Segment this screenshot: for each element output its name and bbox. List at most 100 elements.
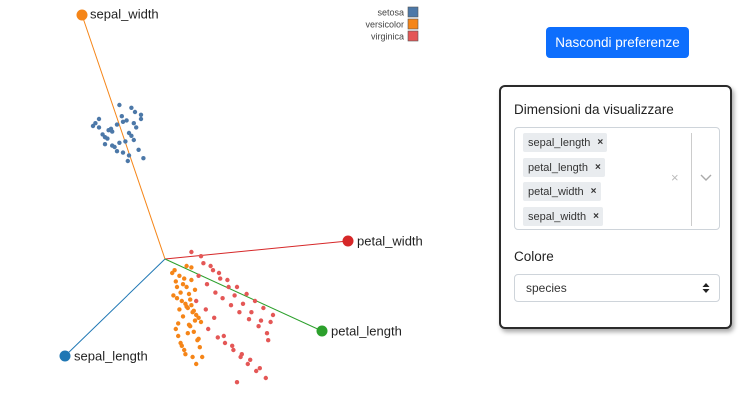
point-virginica <box>252 298 258 304</box>
dimension-tag-label: sepal_length <box>528 136 591 149</box>
point-virginica <box>201 261 206 266</box>
dimension-tag: petal_length × <box>523 158 605 177</box>
point-setosa <box>129 105 134 111</box>
point-setosa <box>141 156 146 161</box>
point-virginica <box>221 333 226 339</box>
data-points <box>90 102 276 385</box>
projection-axes: sepal_width petal_width petal_length sepal_… <box>59 6 423 363</box>
clear-all-icon[interactable]: × <box>671 170 679 185</box>
point-virginica <box>245 361 250 367</box>
dimension-tag-label: sepal_width <box>528 210 587 223</box>
point-versicolor <box>190 354 195 360</box>
point-virginica <box>234 380 240 385</box>
point-virginica <box>212 315 217 320</box>
point-setosa <box>96 125 102 130</box>
point-virginica <box>204 282 210 287</box>
point-versicolor <box>171 293 176 298</box>
remove-tag-icon[interactable]: × <box>593 211 599 222</box>
axis-line-petal_width <box>164 240 349 260</box>
point-versicolor <box>196 336 201 341</box>
divider <box>691 133 692 226</box>
point-versicolor <box>192 318 198 323</box>
point-virginica <box>258 318 264 323</box>
hide-preferences-button[interactable]: Nascondi preferenze <box>546 27 689 58</box>
point-versicolor <box>197 345 202 350</box>
point-setosa <box>136 147 141 152</box>
point-versicolor <box>184 263 189 269</box>
point-versicolor <box>191 329 196 334</box>
point-setosa <box>126 153 132 158</box>
point-virginica <box>218 276 223 281</box>
axis-label-sepal_width: sepal_width <box>90 6 159 21</box>
point-virginica <box>189 249 194 255</box>
point-versicolor <box>176 321 181 326</box>
point-setosa <box>110 129 115 134</box>
point-versicolor <box>189 277 194 283</box>
point-setosa <box>93 121 98 126</box>
point-virginica <box>230 343 235 348</box>
point-virginica <box>263 375 268 381</box>
point-virginica <box>266 338 271 343</box>
dimensions-multiselect[interactable]: sepal_length × petal_length × petal_widt… <box>514 127 720 230</box>
axis-handle-sepal_length[interactable] <box>59 350 71 362</box>
point-setosa <box>138 116 144 122</box>
axis-handle-sepal_width[interactable] <box>76 9 88 21</box>
point-versicolor <box>174 284 180 290</box>
point-versicolor <box>173 326 178 332</box>
point-virginica <box>257 366 262 371</box>
remove-tag-icon[interactable]: × <box>590 186 597 197</box>
point-virginica <box>216 270 222 276</box>
point-setosa <box>114 122 120 127</box>
color-select-value: species <box>526 281 567 295</box>
point-virginica <box>220 296 225 301</box>
point-setosa <box>114 149 120 154</box>
point-versicolor <box>178 290 183 295</box>
legend-label: virginica <box>371 31 404 41</box>
dimension-tag-label: petal_length <box>528 161 588 174</box>
remove-tag-icon[interactable]: × <box>594 162 601 173</box>
point-setosa <box>125 158 130 164</box>
point-virginica <box>194 298 199 304</box>
legend-swatch <box>407 18 419 30</box>
legend: setosa versicolor virginica <box>365 6 419 41</box>
point-versicolor <box>184 284 189 290</box>
point-virginica <box>225 277 230 283</box>
biplot: setosa versicolor virginica sepal_widthpet… <box>59 6 423 385</box>
point-virginica <box>270 312 276 318</box>
axis-line-sepal_length <box>64 258 166 357</box>
dimension-tag-label: petal_width <box>528 185 584 198</box>
point-versicolor <box>183 352 188 357</box>
point-setosa <box>138 112 144 118</box>
point-versicolor <box>189 303 194 308</box>
point-setosa <box>120 119 126 125</box>
point-virginica <box>196 273 201 278</box>
axis-handle-petal_length[interactable] <box>316 325 328 337</box>
point-versicolor <box>177 273 182 278</box>
axis-handle-petal_width[interactable] <box>342 235 354 247</box>
point-versicolor <box>200 354 205 360</box>
point-virginica <box>240 301 246 306</box>
point-versicolor <box>192 287 198 292</box>
point-virginica <box>228 303 234 308</box>
remove-tag-icon[interactable]: × <box>597 137 604 148</box>
point-virginica <box>215 335 220 340</box>
point-versicolor <box>180 282 186 287</box>
point-virginica <box>231 347 236 353</box>
point-versicolor <box>186 291 192 297</box>
point-setosa <box>123 139 128 144</box>
point-virginica <box>206 326 211 332</box>
color-select[interactable]: species <box>514 274 720 302</box>
point-setosa <box>117 140 122 145</box>
point-virginica <box>198 254 204 259</box>
chevron-down-icon[interactable] <box>700 172 712 182</box>
point-virginica <box>256 324 261 329</box>
point-versicolor <box>177 307 182 312</box>
legend-label: versicolor <box>365 19 404 29</box>
preferences-panel: Dimensioni da visualizzare sepal_length … <box>499 85 732 329</box>
point-setosa <box>106 128 111 133</box>
axis-label-sepal_length: sepal_length <box>74 348 148 363</box>
point-versicolor <box>182 276 187 281</box>
point-setosa <box>120 150 126 155</box>
point-versicolor <box>188 297 193 302</box>
point-virginica <box>208 263 213 269</box>
